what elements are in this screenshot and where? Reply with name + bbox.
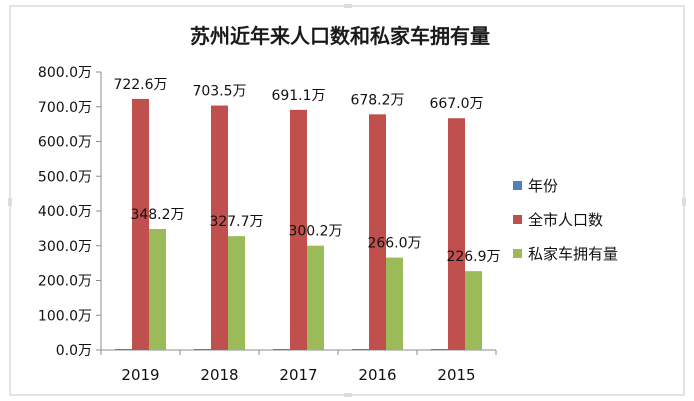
y-tick-label: 300.0万 xyxy=(38,239,92,255)
legend-item[interactable]: 私家车拥有量 xyxy=(513,245,618,263)
resize-handle-right[interactable] xyxy=(682,198,686,206)
data-label: 327.7万 xyxy=(209,214,263,230)
bar xyxy=(115,349,132,350)
x-tick-label: 2018 xyxy=(200,366,238,384)
bar xyxy=(149,229,166,350)
bar xyxy=(194,349,211,350)
y-tick-label: 500.0万 xyxy=(38,169,92,185)
y-tick-label: 0.0万 xyxy=(56,343,92,359)
legend-label: 年份 xyxy=(528,177,558,195)
bar xyxy=(273,349,290,350)
legend-item[interactable]: 年份 xyxy=(513,177,558,195)
bar xyxy=(465,271,482,350)
legend-swatch xyxy=(513,249,522,258)
bars xyxy=(115,98,482,351)
x-tick-label: 2016 xyxy=(358,366,396,384)
y-tick-label: 100.0万 xyxy=(38,308,92,324)
chart-border xyxy=(9,5,685,396)
x-tick-label: 2015 xyxy=(437,366,475,384)
bar xyxy=(211,105,228,350)
legend-item[interactable]: 全市人口数 xyxy=(513,211,603,229)
data-label: 226.9万 xyxy=(446,249,500,265)
data-label: 691.1万 xyxy=(271,88,325,104)
bar xyxy=(431,349,448,350)
bar xyxy=(369,114,386,350)
data-label: 300.2万 xyxy=(288,224,342,240)
x-axis: 2019 2018 2017 2016 2015 xyxy=(100,349,497,384)
bar xyxy=(386,257,403,350)
legend-swatch xyxy=(513,181,522,190)
legend-swatch xyxy=(513,215,522,224)
legend-label: 全市人口数 xyxy=(528,211,603,229)
data-label: 348.2万 xyxy=(130,207,184,223)
bar xyxy=(228,236,245,350)
y-tick-label: 200.0万 xyxy=(38,274,92,290)
data-label: 266.0万 xyxy=(367,236,421,252)
y-axis: 0.0万 100.0万 200.0万 300.0万 400.0万 500.0万 600.0万… xyxy=(38,65,102,359)
y-tick-label: 700.0万 xyxy=(38,100,92,116)
bar xyxy=(352,349,369,350)
bar xyxy=(290,109,307,351)
bar xyxy=(307,245,324,350)
data-label: 722.6万 xyxy=(113,77,167,93)
x-tick-label: 2019 xyxy=(121,366,159,384)
data-label: 667.0万 xyxy=(429,96,483,112)
data-label: 678.2万 xyxy=(350,92,404,108)
resize-handle-top[interactable] xyxy=(344,4,352,8)
legend-label: 私家车拥有量 xyxy=(528,245,618,263)
chart-title: 苏州近年来人口数和私家车拥有量 xyxy=(190,24,490,48)
y-tick-label: 400.0万 xyxy=(38,204,92,220)
bar xyxy=(448,118,465,350)
y-tick-label: 600.0万 xyxy=(38,135,92,151)
x-tick-label: 2017 xyxy=(279,366,317,384)
resize-handle-bottom[interactable] xyxy=(344,393,352,397)
bar xyxy=(132,98,149,350)
resize-handle-left[interactable] xyxy=(8,198,12,206)
data-label: 703.5万 xyxy=(192,84,246,100)
y-tick-label: 800.0万 xyxy=(38,65,92,81)
data-labels: 722.6万 703.5万 691.1万 678.2万 667.0万 348.2万 327.… xyxy=(113,77,500,265)
